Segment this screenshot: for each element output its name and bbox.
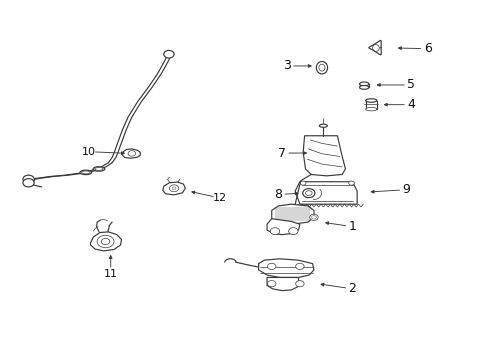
Circle shape bbox=[169, 185, 179, 192]
Text: 7: 7 bbox=[278, 147, 285, 159]
Text: 1: 1 bbox=[348, 220, 356, 233]
Text: 6: 6 bbox=[423, 42, 430, 55]
Circle shape bbox=[302, 189, 314, 198]
Circle shape bbox=[163, 50, 174, 58]
Circle shape bbox=[23, 179, 34, 187]
Circle shape bbox=[300, 181, 305, 185]
Text: 4: 4 bbox=[407, 98, 414, 111]
Polygon shape bbox=[303, 136, 345, 176]
Text: 10: 10 bbox=[81, 147, 96, 157]
Text: 2: 2 bbox=[348, 282, 356, 295]
Circle shape bbox=[267, 263, 275, 270]
Ellipse shape bbox=[81, 171, 90, 174]
Ellipse shape bbox=[365, 107, 376, 111]
Text: 12: 12 bbox=[213, 193, 227, 203]
Polygon shape bbox=[258, 259, 313, 278]
Circle shape bbox=[288, 228, 297, 235]
Text: 9: 9 bbox=[402, 183, 409, 196]
Text: 11: 11 bbox=[103, 269, 118, 279]
Text: 3: 3 bbox=[282, 59, 290, 72]
Ellipse shape bbox=[318, 64, 325, 71]
Polygon shape bbox=[122, 149, 140, 158]
Circle shape bbox=[101, 238, 109, 245]
Ellipse shape bbox=[359, 82, 368, 86]
Polygon shape bbox=[295, 182, 356, 204]
Text: 8: 8 bbox=[274, 188, 282, 201]
Polygon shape bbox=[266, 219, 299, 235]
Ellipse shape bbox=[316, 62, 327, 74]
Circle shape bbox=[348, 181, 354, 185]
Circle shape bbox=[267, 280, 275, 287]
Ellipse shape bbox=[95, 167, 103, 170]
Polygon shape bbox=[163, 182, 185, 195]
Text: 5: 5 bbox=[407, 78, 414, 91]
Circle shape bbox=[128, 150, 135, 156]
Ellipse shape bbox=[359, 85, 368, 89]
Circle shape bbox=[295, 280, 304, 287]
Ellipse shape bbox=[93, 167, 104, 171]
Polygon shape bbox=[271, 204, 313, 224]
Circle shape bbox=[311, 216, 316, 219]
Ellipse shape bbox=[80, 170, 92, 175]
Circle shape bbox=[172, 187, 176, 190]
Circle shape bbox=[309, 214, 318, 220]
Ellipse shape bbox=[319, 124, 326, 127]
Circle shape bbox=[295, 263, 304, 270]
Ellipse shape bbox=[365, 99, 376, 102]
Circle shape bbox=[97, 235, 114, 248]
Circle shape bbox=[270, 228, 279, 235]
Circle shape bbox=[23, 175, 34, 184]
Polygon shape bbox=[90, 232, 121, 251]
Polygon shape bbox=[266, 278, 298, 291]
Circle shape bbox=[305, 191, 311, 195]
